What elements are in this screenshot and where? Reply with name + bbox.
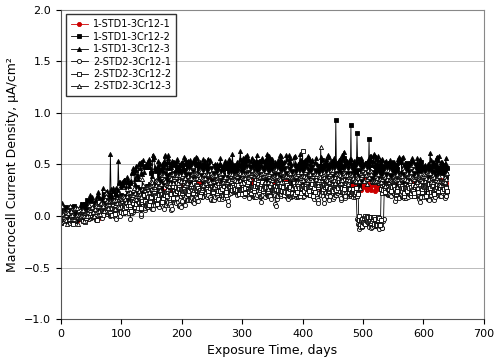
1-STD1-3Cr12-1: [444, 188, 450, 193]
2-STD2-3Cr12-3: [444, 171, 450, 175]
1-STD1-3Cr12-2: [342, 156, 347, 161]
2-STD2-3Cr12-3: [58, 219, 64, 224]
2-STD2-3Cr12-1: [168, 207, 174, 212]
1-STD1-3Cr12-3: [238, 149, 244, 153]
1-STD1-3Cr12-1: [94, 209, 100, 213]
1-STD1-3Cr12-1: [340, 184, 346, 188]
2-STD2-3Cr12-1: [58, 213, 64, 217]
2-STD2-3Cr12-3: [284, 167, 290, 171]
2-STD2-3Cr12-1: [284, 195, 290, 200]
1-STD1-3Cr12-2: [175, 172, 181, 177]
2-STD2-3Cr12-3: [342, 171, 347, 175]
1-STD1-3Cr12-1: [70, 218, 75, 222]
2-STD2-3Cr12-1: [340, 191, 346, 195]
2-STD2-3Cr12-1: [94, 214, 100, 218]
2-STD2-3Cr12-2: [300, 149, 306, 153]
2-STD2-3Cr12-2: [94, 217, 100, 222]
Y-axis label: Macrocell Current Density, μA/cm²: Macrocell Current Density, μA/cm²: [6, 57, 18, 272]
1-STD1-3Cr12-3: [444, 165, 450, 170]
1-STD1-3Cr12-1: [348, 172, 354, 177]
1-STD1-3Cr12-2: [70, 220, 75, 225]
1-STD1-3Cr12-1: [169, 191, 175, 195]
Line: 2-STD2-3Cr12-2: 2-STD2-3Cr12-2: [59, 149, 449, 228]
2-STD2-3Cr12-1: [444, 190, 450, 195]
2-STD2-3Cr12-1: [70, 220, 75, 224]
1-STD1-3Cr12-1: [175, 191, 181, 195]
2-STD2-3Cr12-2: [58, 212, 64, 217]
1-STD1-3Cr12-3: [58, 220, 64, 225]
1-STD1-3Cr12-2: [94, 207, 100, 211]
2-STD2-3Cr12-2: [168, 185, 174, 189]
2-STD2-3Cr12-3: [94, 212, 100, 217]
1-STD1-3Cr12-3: [340, 150, 346, 154]
1-STD1-3Cr12-2: [284, 172, 290, 176]
2-STD2-3Cr12-3: [70, 217, 75, 221]
2-STD2-3Cr12-2: [284, 183, 290, 187]
2-STD2-3Cr12-1: [376, 226, 382, 231]
1-STD1-3Cr12-3: [94, 194, 100, 198]
1-STD1-3Cr12-2: [444, 166, 450, 170]
1-STD1-3Cr12-2: [169, 174, 175, 178]
1-STD1-3Cr12-3: [174, 156, 180, 161]
Line: 2-STD2-3Cr12-1: 2-STD2-3Cr12-1: [59, 183, 449, 231]
1-STD1-3Cr12-2: [58, 209, 64, 214]
2-STD2-3Cr12-3: [75, 222, 81, 226]
2-STD2-3Cr12-2: [360, 224, 366, 228]
Line: 1-STD1-3Cr12-3: 1-STD1-3Cr12-3: [59, 149, 449, 225]
1-STD1-3Cr12-2: [70, 216, 76, 220]
1-STD1-3Cr12-2: [333, 118, 339, 122]
1-STD1-3Cr12-1: [58, 212, 64, 217]
1-STD1-3Cr12-1: [284, 180, 290, 184]
2-STD2-3Cr12-2: [174, 188, 180, 193]
2-STD2-3Cr12-3: [169, 171, 175, 176]
1-STD1-3Cr12-3: [284, 167, 290, 171]
2-STD2-3Cr12-1: [317, 182, 323, 187]
2-STD2-3Cr12-3: [318, 144, 324, 149]
2-STD2-3Cr12-1: [174, 196, 180, 200]
Line: 1-STD1-3Cr12-2: 1-STD1-3Cr12-2: [59, 118, 449, 224]
1-STD1-3Cr12-1: [72, 218, 78, 222]
Legend: 1-STD1-3Cr12-1, 1-STD1-3Cr12-2, 1-STD1-3Cr12-3, 2-STD2-3Cr12-1, 2-STD2-3Cr12-2, : 1-STD1-3Cr12-1, 1-STD1-3Cr12-2, 1-STD1-3…: [66, 15, 176, 96]
X-axis label: Exposure Time, days: Exposure Time, days: [208, 344, 338, 358]
2-STD2-3Cr12-2: [340, 185, 346, 189]
1-STD1-3Cr12-3: [168, 162, 174, 166]
Line: 1-STD1-3Cr12-1: 1-STD1-3Cr12-1: [59, 173, 449, 222]
1-STD1-3Cr12-3: [70, 214, 75, 219]
2-STD2-3Cr12-2: [444, 189, 450, 193]
2-STD2-3Cr12-3: [175, 181, 181, 185]
2-STD2-3Cr12-2: [70, 211, 75, 216]
Line: 2-STD2-3Cr12-3: 2-STD2-3Cr12-3: [59, 145, 449, 226]
